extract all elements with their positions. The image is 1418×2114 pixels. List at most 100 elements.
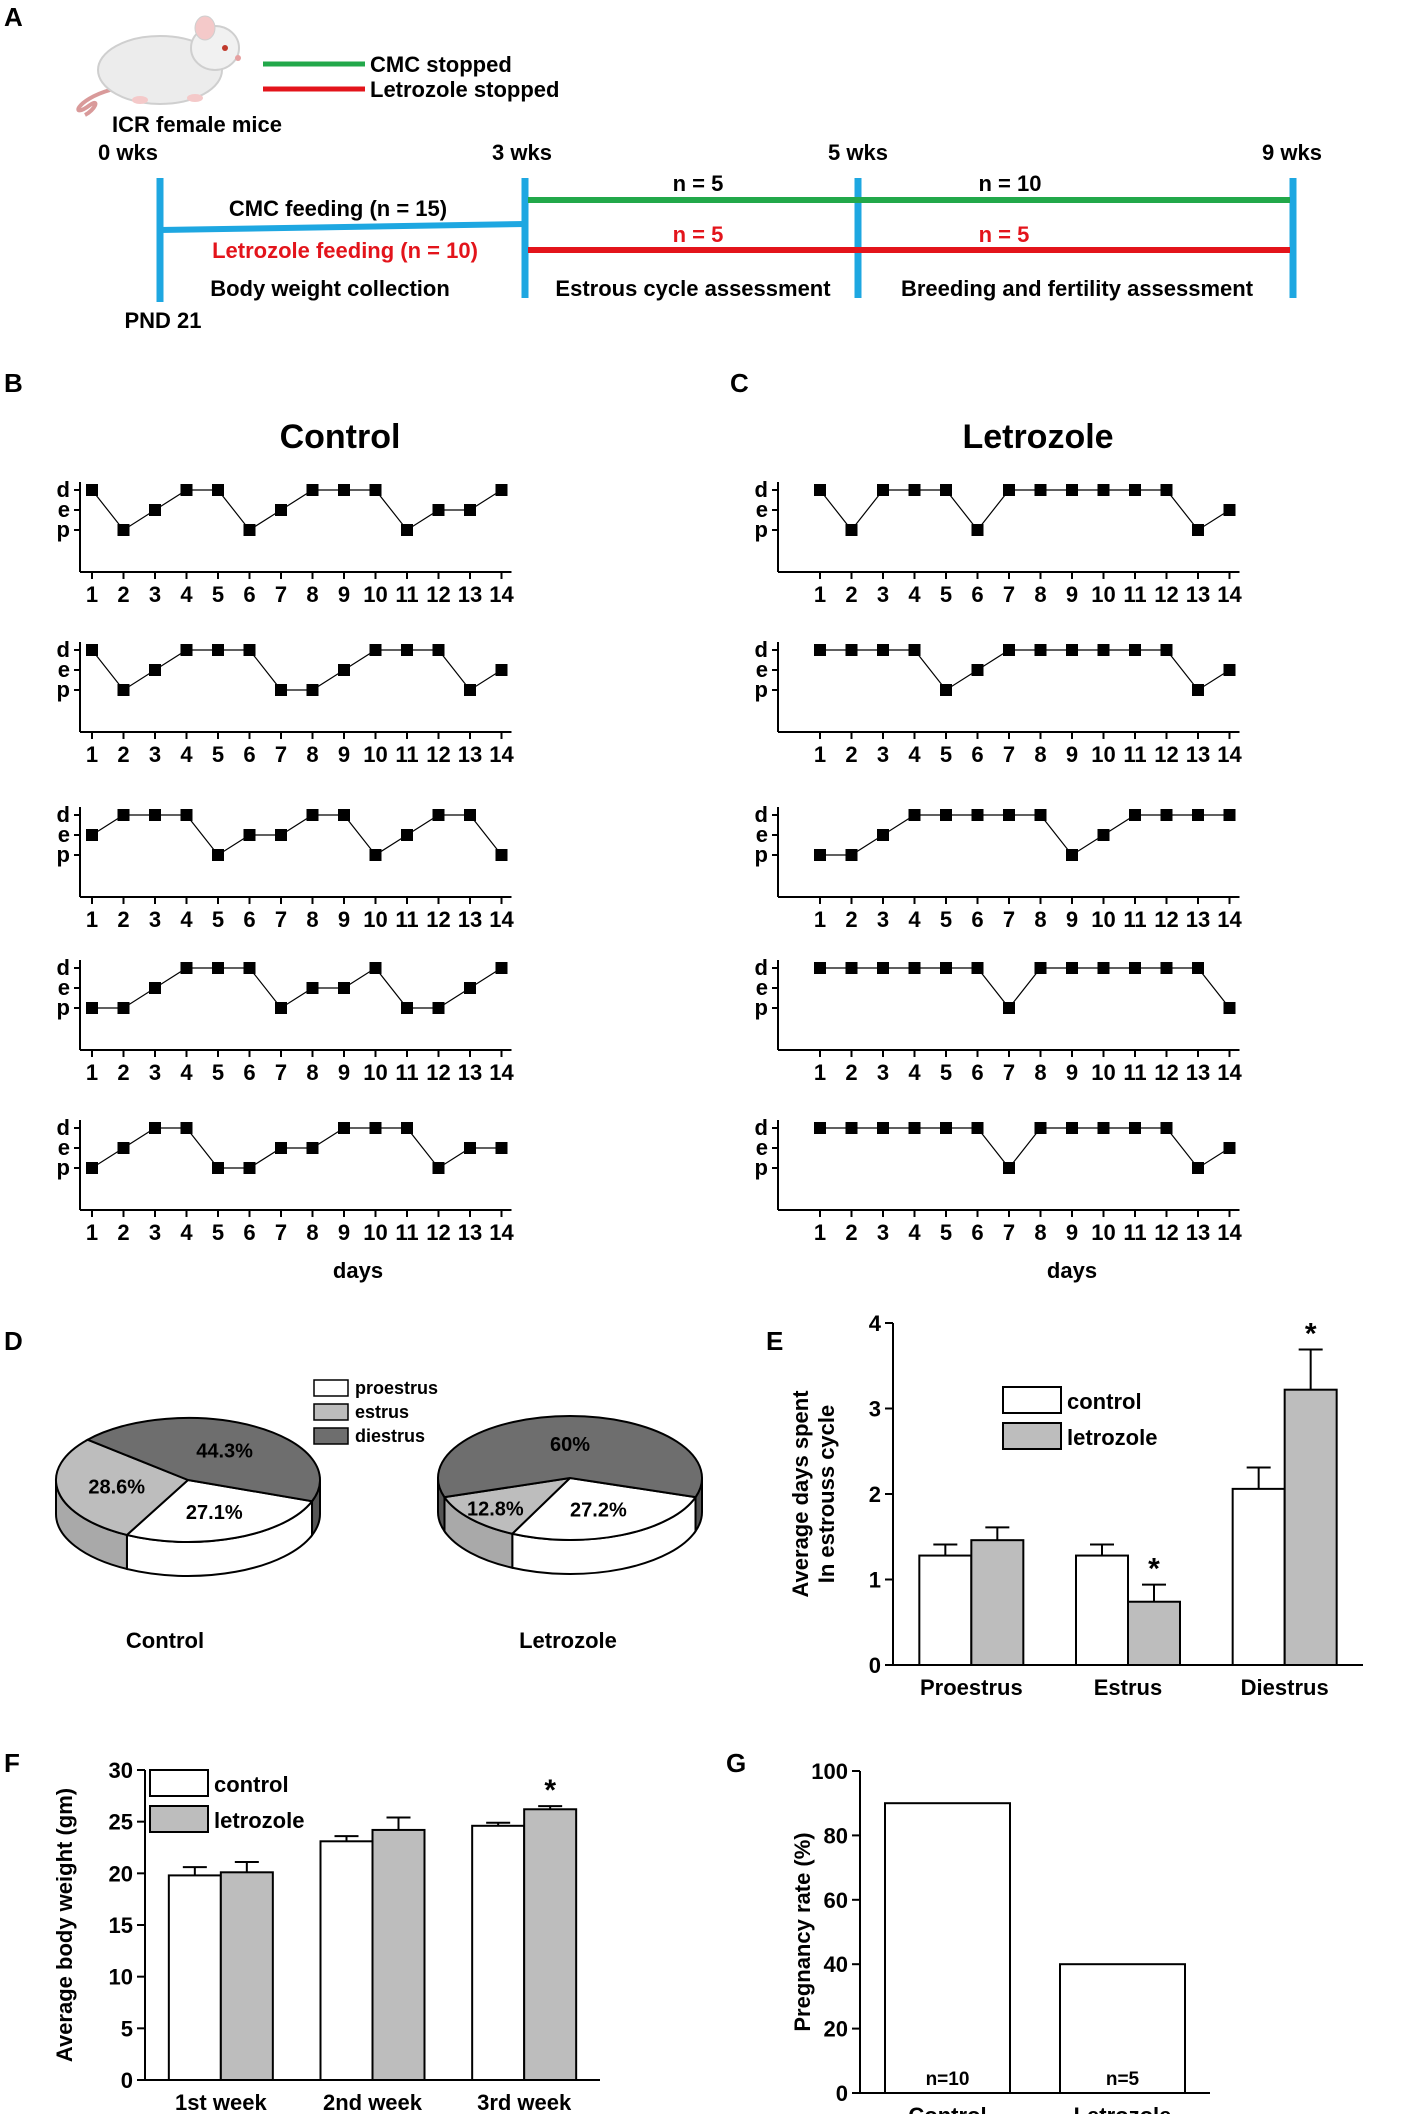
cycle-point-day-13: [1192, 524, 1204, 536]
cycle-point-day-5: [212, 1162, 224, 1174]
cycle-point-day-12: [432, 504, 445, 516]
cycle-point-day-4: [908, 484, 921, 496]
cycle-point-day-5: [940, 684, 952, 696]
y-tick-label: 20: [109, 1861, 133, 1886]
x-tick-label: 3: [149, 1060, 161, 1085]
cycle-point-day-4: [908, 962, 921, 974]
x-tick-label: 14: [489, 1060, 514, 1085]
cycle-point-day-5: [940, 1122, 952, 1134]
y-tick-label-d: d: [755, 1115, 768, 1140]
cycle-point-day-3: [877, 829, 889, 841]
bar-letrozole-2nd-week: [371, 1828, 426, 2082]
x-tick-label: 12: [426, 1060, 450, 1085]
pregnancy-rate-bar-chart: 0 20 40 60 80 100 Pregnancy rate (%) Control n=1…: [790, 1759, 1210, 2114]
x-tick-label: 5: [212, 742, 224, 767]
cycle-point-day-14: [495, 849, 508, 861]
y-tick-label-p: p: [57, 677, 70, 702]
x-tick-label: 6: [243, 1220, 255, 1245]
cycle-point-day-4: [180, 1122, 193, 1134]
x-tick-label: 2: [117, 907, 129, 932]
y-tick-label-e: e: [58, 822, 70, 847]
x-tick-label: 2: [845, 582, 857, 607]
x-tick-label: 9: [338, 1060, 350, 1085]
cycle-point-day-7: [275, 684, 287, 696]
y-tick-label-e: e: [58, 1135, 70, 1160]
x-tick-label: 13: [1186, 1220, 1210, 1245]
cycle-point-day-5: [212, 849, 224, 861]
x-tick-label: 4: [180, 1060, 193, 1085]
cycle-point-day-7: [1003, 1002, 1015, 1014]
x-tick-label: 5: [940, 742, 952, 767]
letrozole-title: Letrozole: [962, 418, 1113, 456]
pie-control: 27.1% 28.6% 44.3%: [55, 1417, 321, 1577]
x-tick-label: 8: [1034, 1220, 1046, 1245]
cycle-point-day-10: [369, 484, 382, 496]
cycle-point-day-8: [306, 484, 319, 496]
cycle-point-day-12: [1160, 809, 1173, 821]
x-tick-label: 7: [275, 1220, 287, 1245]
cycle-point-day-11: [1129, 644, 1141, 656]
x-tick-label: 8: [306, 1220, 318, 1245]
cycle-point-day-6: [971, 962, 984, 974]
cycle-point-day-13: [464, 684, 476, 696]
bar-n-label: n=10: [926, 2069, 970, 2090]
x-tick-label: 7: [275, 1060, 287, 1085]
cycle-point-day-4: [908, 644, 921, 656]
cycle-point-day-1: [86, 1162, 98, 1174]
x-tick-label: 6: [971, 907, 983, 932]
cycle-point-day-10: [1097, 484, 1110, 496]
cycle-point-day-3: [877, 1122, 889, 1134]
bar-letrozole-diestrus: [1283, 1388, 1338, 1666]
x-tick-label: 4: [908, 1220, 921, 1245]
x-tick-label: 3: [877, 907, 889, 932]
y-axis-label: Average body weight (gm): [52, 1788, 77, 2062]
cycle-point-day-14: [1223, 809, 1236, 821]
x-tick-label: 12: [426, 742, 450, 767]
cycle-point-day-14: [1223, 504, 1236, 516]
bar-letrozole-proestrus: [970, 1539, 1025, 1667]
cycle-point-day-7: [1003, 809, 1015, 821]
pie-slice-estrus: [55, 1438, 190, 1537]
x-tick-label: 8: [306, 1060, 318, 1085]
cycle-point-day-9: [338, 1122, 350, 1134]
week-label-3: 3 wks: [492, 140, 552, 165]
y-tick-label: 10: [109, 1965, 133, 1990]
x-tick-label: 1: [814, 907, 826, 932]
x-tick-label: 2: [845, 742, 857, 767]
y-tick-label: 4: [869, 1311, 882, 1336]
legend-swatch-control: [1002, 1386, 1062, 1414]
x-tick-label: 1: [86, 742, 98, 767]
cycle-point-day-11: [401, 1002, 413, 1014]
cycle-point-day-5: [212, 962, 224, 974]
cycle-point-day-8: [306, 809, 319, 821]
n-cmc-phase2: n = 5: [673, 171, 724, 196]
y-tick-label: 5: [121, 2016, 133, 2041]
x-tick-label: 8: [1034, 582, 1046, 607]
y-tick-label-d: d: [755, 477, 768, 502]
panel-letter-a: A: [4, 2, 23, 32]
body-weight-label: Body weight collection: [210, 276, 450, 301]
y-tick-label-e: e: [58, 975, 70, 1000]
x-tick-label: 4: [180, 1220, 193, 1245]
x-tick-label: 10: [1091, 582, 1115, 607]
cycle-point-day-11: [401, 644, 413, 656]
y-axis-label: In estrouss cycle: [814, 1405, 839, 1584]
x-tick-label: 12: [1154, 582, 1178, 607]
letrozole-feeding-label: Letrozole feeding (n = 10): [212, 238, 478, 263]
x-tick-label: 12: [1154, 1220, 1178, 1245]
pie-slice-diestrus: [437, 1415, 703, 1499]
cycle-point-day-11: [1129, 1122, 1141, 1134]
x-tick-label: 11: [395, 742, 418, 767]
cycle-point-day-6: [971, 809, 984, 821]
x-tick-label: 11: [1123, 582, 1146, 607]
significance-marker: *: [544, 1774, 556, 1807]
cycle-point-day-6: [243, 829, 256, 841]
legend-label-estrus: estrus: [355, 1402, 409, 1422]
cycle-point-day-10: [1097, 829, 1110, 841]
cycle-point-day-3: [149, 664, 161, 676]
bar-control-2nd-week: [319, 1840, 374, 2082]
x-tick-label: 10: [363, 742, 387, 767]
cycle-point-day-4: [180, 962, 193, 974]
